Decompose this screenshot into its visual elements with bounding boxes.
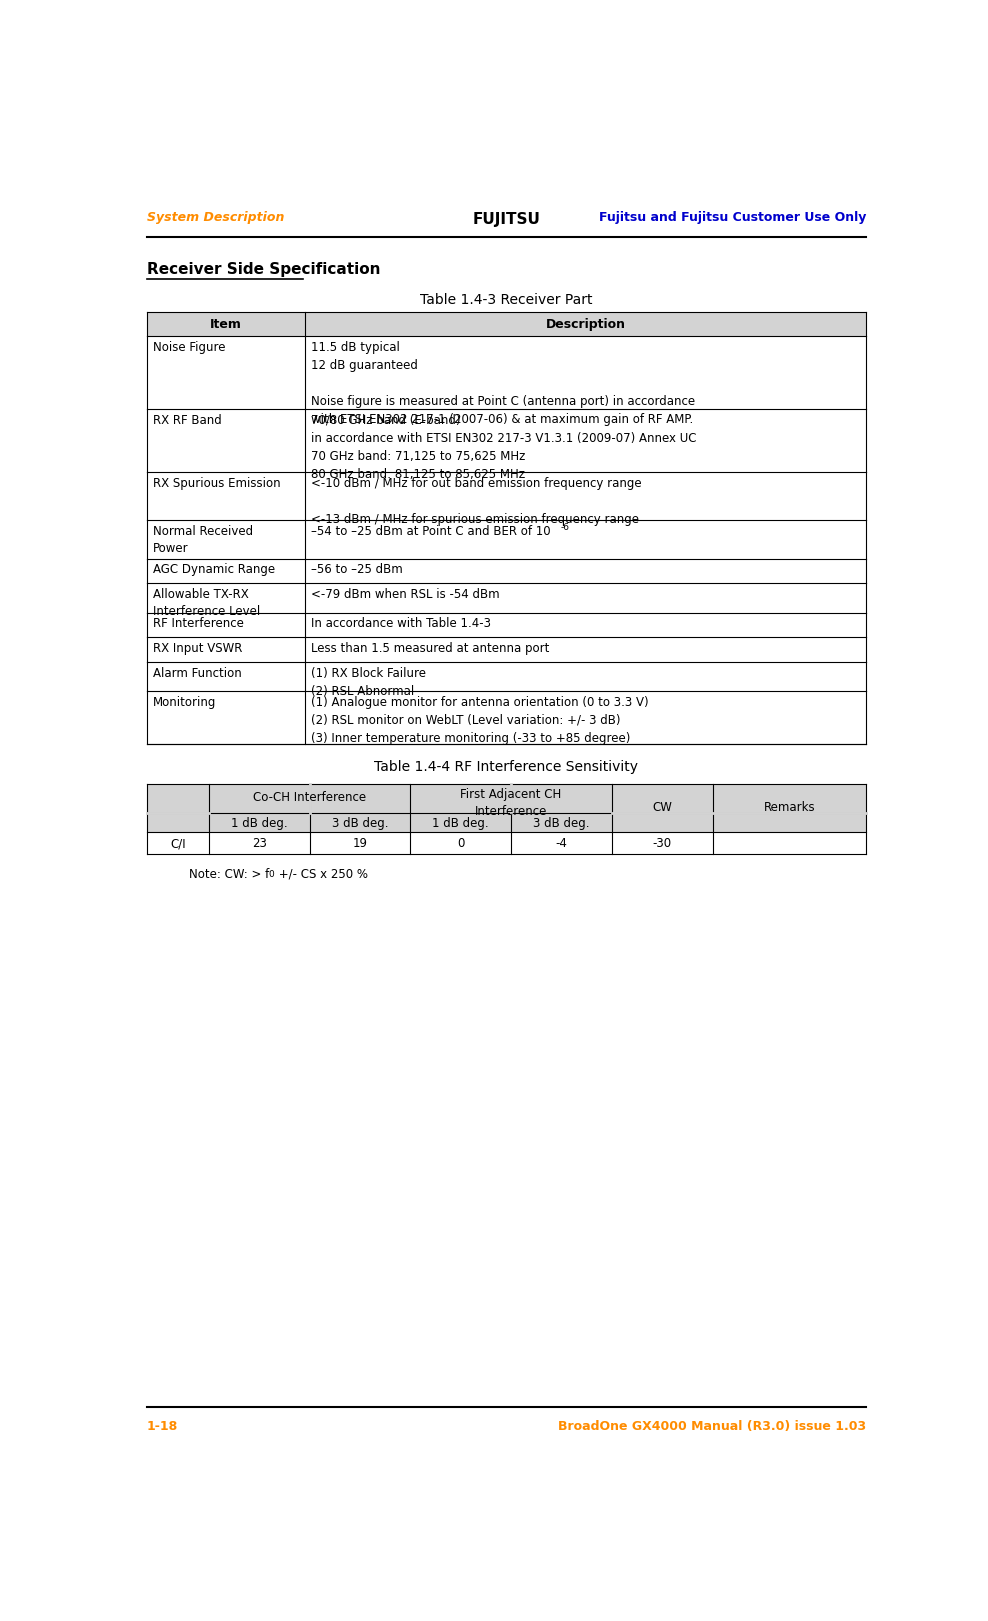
Bar: [147, 520, 865, 559]
Text: AGC Dynamic Range: AGC Dynamic Range: [153, 564, 275, 577]
Text: Table 1.4-3 Receiver Part: Table 1.4-3 Receiver Part: [420, 293, 593, 306]
Text: <-10 dBm / MHz for out band emission frequency range

<-13 dBm / MHz for spuriou: <-10 dBm / MHz for out band emission fre…: [311, 477, 642, 527]
Bar: [147, 637, 865, 661]
Bar: [147, 812, 865, 832]
Text: Noise Figure: Noise Figure: [153, 340, 225, 353]
Text: (1) Analogue monitor for antenna orientation (0 to 3.3 V)
(2) RSL monitor on Web: (1) Analogue monitor for antenna orienta…: [311, 695, 649, 744]
Text: 19: 19: [353, 838, 368, 851]
Text: 70/80 GHz band (E-band)
in accordance with ETSI EN302 217-3 V1.3.1 (2009-07) Ann: 70/80 GHz band (E-band) in accordance wi…: [311, 413, 697, 481]
Text: RX RF Band: RX RF Band: [153, 413, 221, 426]
Text: 3 dB deg.: 3 dB deg.: [332, 817, 388, 830]
Text: CW: CW: [652, 801, 672, 814]
Bar: [147, 410, 865, 472]
Text: Normal Received
Power: Normal Received Power: [153, 525, 253, 554]
Text: +/- CS x 250 %: +/- CS x 250 %: [275, 867, 368, 880]
Text: (1) RX Block Failure
(2) RSL Abnormal: (1) RX Block Failure (2) RSL Abnormal: [311, 666, 426, 697]
Text: –56 to –25 dBm: –56 to –25 dBm: [311, 564, 403, 577]
Text: RF Interference: RF Interference: [153, 618, 244, 631]
Text: Allowable TX-RX
Interference Level: Allowable TX-RX Interference Level: [153, 588, 260, 618]
Bar: [147, 559, 865, 584]
Bar: [147, 783, 865, 812]
Bar: [147, 336, 865, 410]
Text: 11.5 dB typical
12 dB guaranteed

Noise figure is measured at Point C (antenna p: 11.5 dB typical 12 dB guaranteed Noise f…: [311, 340, 696, 426]
Bar: [147, 691, 865, 744]
Text: Co-CH Interference: Co-CH Interference: [253, 791, 367, 804]
Text: Note: CW: > f: Note: CW: > f: [190, 867, 270, 880]
Text: -6: -6: [561, 524, 570, 532]
Text: Fujitsu and Fujitsu Customer Use Only: Fujitsu and Fujitsu Customer Use Only: [599, 211, 865, 224]
Text: BroadOne GX4000 Manual (R3.0) issue 1.03: BroadOne GX4000 Manual (R3.0) issue 1.03: [558, 1420, 865, 1433]
Text: Monitoring: Monitoring: [153, 695, 216, 708]
Text: Description: Description: [545, 318, 625, 331]
Bar: [147, 661, 865, 691]
Bar: [147, 832, 865, 854]
Bar: [147, 613, 865, 637]
Text: Remarks: Remarks: [764, 801, 815, 814]
Text: -4: -4: [555, 838, 567, 851]
Text: 1 dB deg.: 1 dB deg.: [433, 817, 489, 830]
Bar: [147, 584, 865, 613]
Text: 1 dB deg.: 1 dB deg.: [231, 817, 288, 830]
Text: –54 to –25 dBm at Point C and BER of 10: –54 to –25 dBm at Point C and BER of 10: [311, 525, 550, 538]
Text: RX Input VSWR: RX Input VSWR: [153, 642, 242, 655]
Text: 1-18: 1-18: [147, 1420, 178, 1433]
Text: 0: 0: [269, 870, 275, 879]
Text: Alarm Function: Alarm Function: [153, 666, 242, 679]
Text: 0: 0: [456, 838, 464, 851]
Bar: [147, 311, 865, 336]
Text: System Description: System Description: [147, 211, 285, 224]
Text: Item: Item: [209, 318, 242, 331]
Text: In accordance with Table 1.4-3: In accordance with Table 1.4-3: [311, 618, 491, 631]
Text: 23: 23: [252, 838, 267, 851]
Text: 3 dB deg.: 3 dB deg.: [534, 817, 590, 830]
Text: First Adjacent CH
Interference: First Adjacent CH Interference: [460, 788, 561, 819]
Text: FUJITSU: FUJITSU: [472, 212, 540, 227]
Text: C/I: C/I: [170, 838, 186, 851]
Text: Receiver Side Specification: Receiver Side Specification: [147, 263, 380, 277]
Text: <-79 dBm when RSL is -54 dBm: <-79 dBm when RSL is -54 dBm: [311, 588, 500, 601]
Text: Table 1.4-4 RF Interference Sensitivity: Table 1.4-4 RF Interference Sensitivity: [374, 760, 638, 775]
Text: Less than 1.5 measured at antenna port: Less than 1.5 measured at antenna port: [311, 642, 549, 655]
Bar: [147, 472, 865, 520]
Text: RX Spurious Emission: RX Spurious Emission: [153, 477, 281, 490]
Text: -30: -30: [652, 838, 672, 851]
